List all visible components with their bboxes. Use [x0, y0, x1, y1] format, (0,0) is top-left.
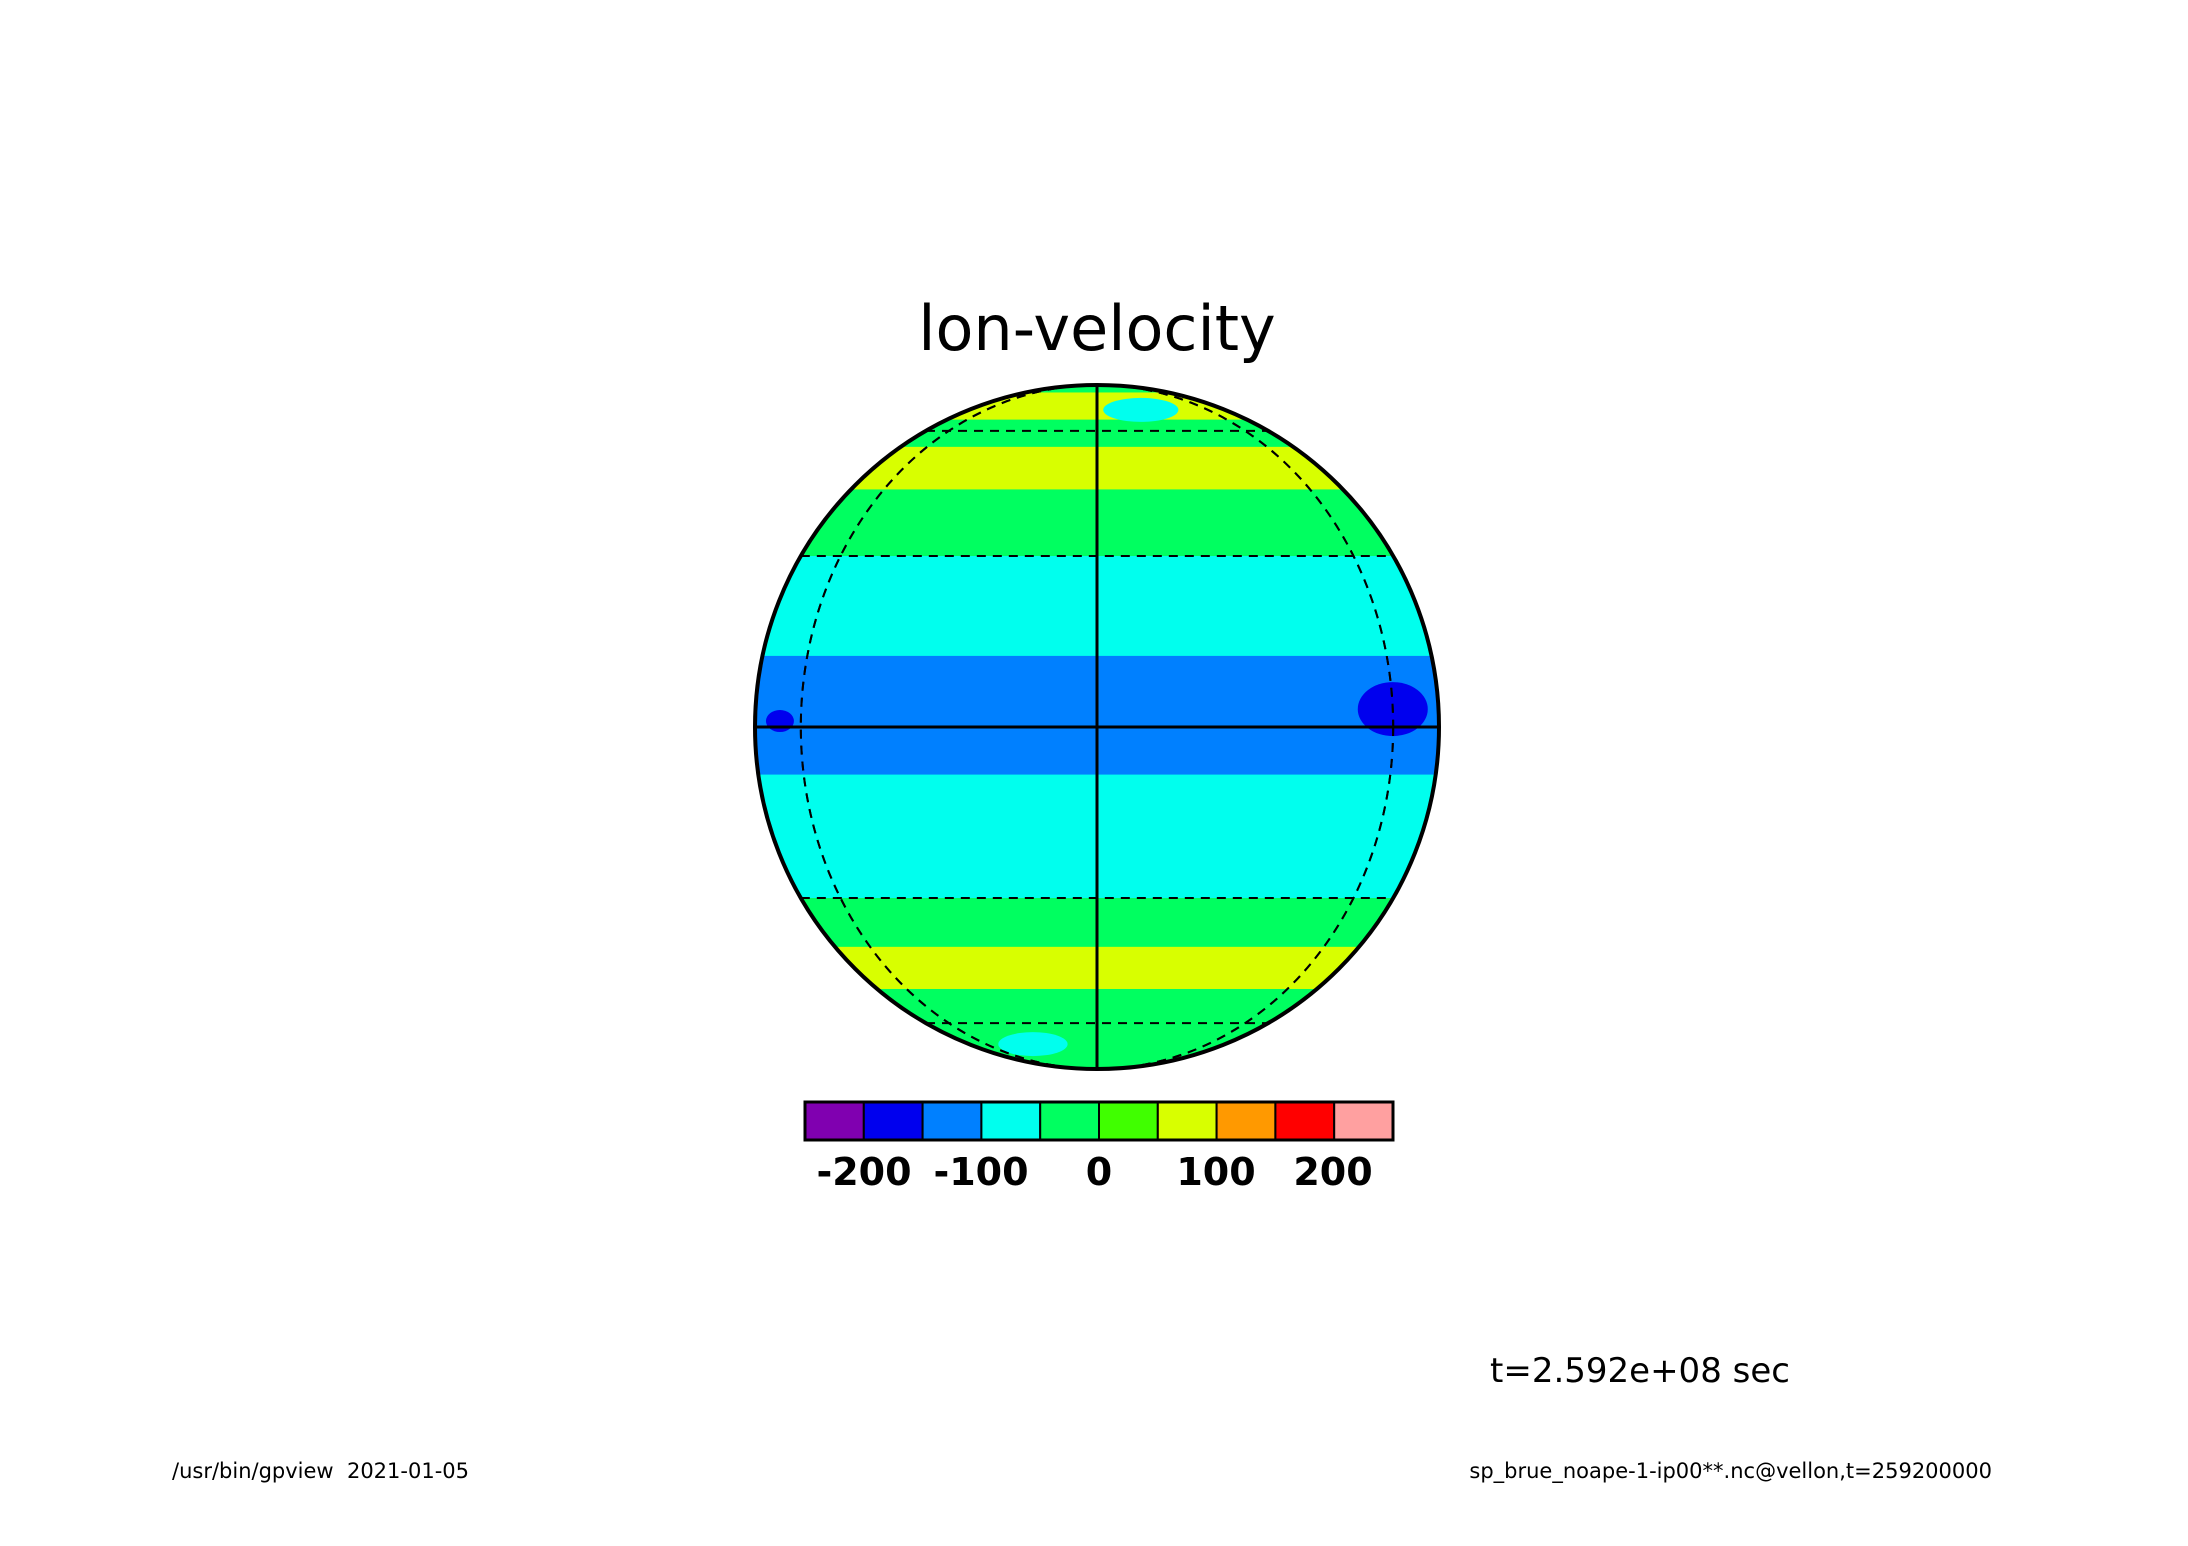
- colorbar-box: [862, 1101, 924, 1141]
- colorbar-box: [804, 1101, 865, 1141]
- field-anomaly: [765, 710, 794, 733]
- globe-outline: [753, 383, 1441, 1071]
- colorbar-tick-label: 0: [1086, 1150, 1112, 1194]
- footer-right: sp_brue_noape-1-ip00**.nc@vellon,t=25920…: [1469, 1459, 1992, 1484]
- globe-map: [753, 383, 1441, 1071]
- plot-title: lon-velocity: [918, 292, 1275, 365]
- colorbar-box: [980, 1101, 1042, 1141]
- colorbar-tick-label: 100: [1176, 1150, 1255, 1194]
- colorbar-box: [1156, 1101, 1218, 1141]
- colorbar-frame: [803, 1100, 1395, 1142]
- colorbar-tick-label: -100: [933, 1150, 1028, 1194]
- time-label: t=2.592e+08 sec: [1490, 1351, 1790, 1391]
- footer-left: /usr/bin/gpview 2021-01-05: [172, 1459, 469, 1483]
- colorbar: -200 -100 0 100 200: [803, 1100, 1395, 1194]
- colorbar-box: [1039, 1101, 1100, 1141]
- colorbar-box: [1215, 1101, 1277, 1141]
- colorbar-labels: -200 -100 0 100 200: [816, 1150, 1372, 1194]
- colorbar-tick-label: -200: [816, 1150, 911, 1194]
- colorbar-boxes: [804, 1101, 1394, 1141]
- colorbar-box: [1098, 1101, 1159, 1141]
- colorbar-box: [1274, 1101, 1336, 1141]
- field-anomaly: [998, 1032, 1068, 1057]
- field-anomaly: [1103, 397, 1179, 422]
- colorbar-tick-label: 200: [1293, 1150, 1372, 1194]
- colorbar-box: [1333, 1101, 1394, 1141]
- colorbar-box: [921, 1101, 983, 1141]
